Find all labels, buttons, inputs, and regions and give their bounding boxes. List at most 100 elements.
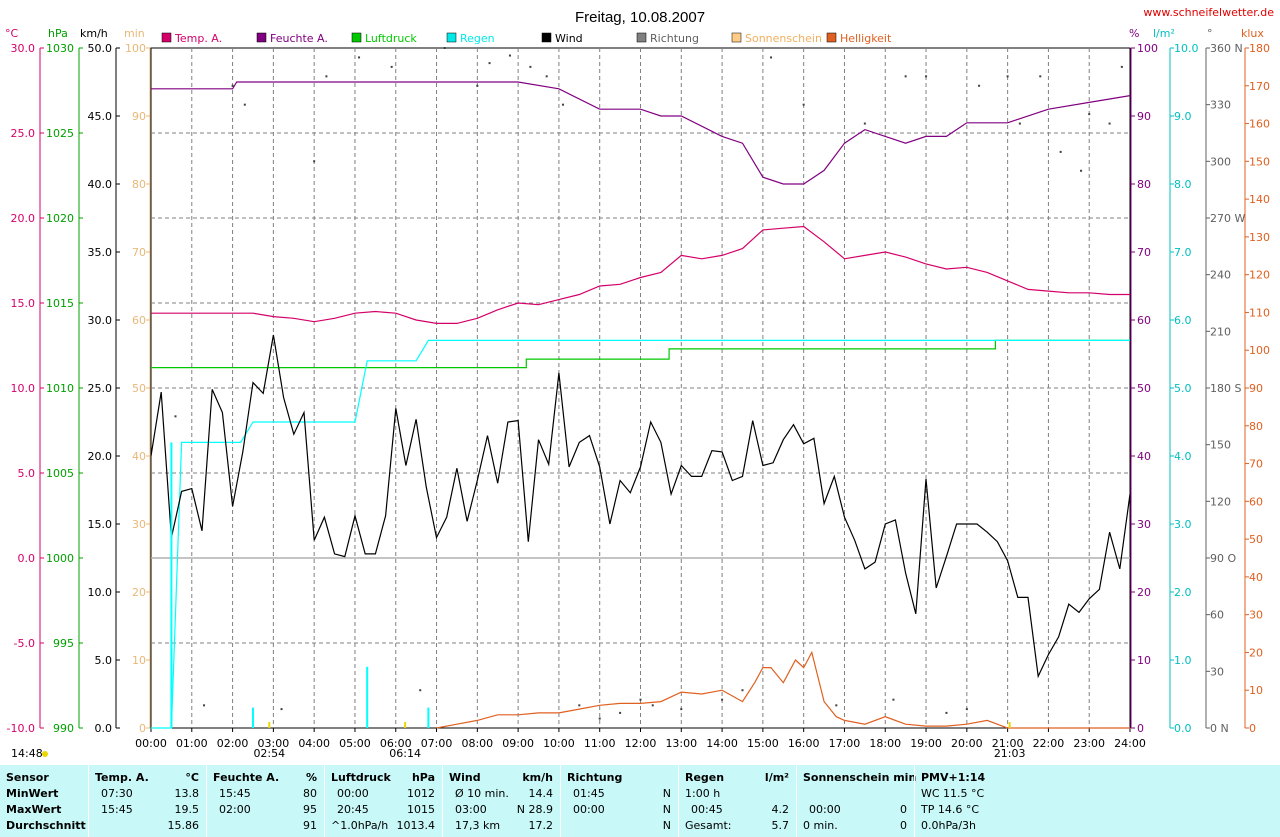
wind-axis-tick-label: 20.0 bbox=[88, 450, 113, 463]
stats-temp-max-time: 15:45 bbox=[101, 803, 133, 816]
direction-axis-tick-label: 0 N bbox=[1210, 722, 1229, 735]
humidity-axis-tick-label: 0 bbox=[1137, 722, 1144, 735]
pressure-axis-tick-label: 1020 bbox=[46, 212, 74, 225]
temp-axis-tick-label: 25.0 bbox=[11, 127, 36, 140]
direction-axis-tick-label: 150 bbox=[1210, 439, 1231, 452]
wind-axis-tick-label: 40.0 bbox=[88, 178, 113, 191]
stats-rain-max-time: 00:45 bbox=[691, 803, 723, 816]
humidity-axis-unit: % bbox=[1129, 27, 1139, 40]
stats-header-pressure: Luftdruck bbox=[331, 771, 391, 784]
brightness-axis-tick-label: 20 bbox=[1249, 646, 1263, 659]
stats-press-min: 1012 bbox=[407, 787, 435, 800]
temp-axis-tick-label: 10.0 bbox=[11, 382, 36, 395]
humidity-axis-tick-label: 80 bbox=[1137, 178, 1151, 191]
brightness-axis-tick-label: 0 bbox=[1249, 722, 1256, 735]
direction-point bbox=[443, 47, 446, 49]
brightness-axis-tick-label: 100 bbox=[1249, 344, 1270, 357]
direction-point bbox=[651, 704, 654, 707]
pressure-axis-tick-label: 1005 bbox=[46, 467, 74, 480]
brightness-axis-tick-label: 140 bbox=[1249, 193, 1270, 206]
pressure-axis-tick-label: 1015 bbox=[46, 297, 74, 310]
sunshine-axis-tick-label: 0 bbox=[139, 722, 146, 735]
time-tick-label: 11:00 bbox=[584, 737, 616, 750]
direction-point bbox=[978, 84, 981, 87]
direction-axis-unit: ° bbox=[1207, 27, 1213, 40]
time-tick-label: 24:00 bbox=[1114, 737, 1146, 750]
time-tick-label: 17:00 bbox=[829, 737, 861, 750]
legend-label: Sonnenschein bbox=[745, 32, 822, 45]
direction-point bbox=[1059, 150, 1062, 153]
time-tick-label: 23:00 bbox=[1073, 737, 1105, 750]
brightness-axis-tick-label: 110 bbox=[1249, 306, 1270, 319]
direction-axis-tick-label: 30 bbox=[1210, 665, 1224, 678]
direction-point bbox=[721, 698, 724, 701]
stats-header-temp: Temp. A. bbox=[95, 771, 149, 784]
direction-axis-tick-label: 90 O bbox=[1210, 552, 1236, 565]
stats-rain-max: 4.2 bbox=[771, 803, 790, 816]
rain-axis-tick-label: 0.0 bbox=[1174, 722, 1192, 735]
stats-unit-pressure: hPa bbox=[411, 771, 435, 784]
rain-axis-tick-label: 2.0 bbox=[1174, 586, 1192, 599]
temp-axis-tick-label: -5.0 bbox=[14, 637, 35, 650]
time-tick-label: 20:00 bbox=[951, 737, 983, 750]
stats-unit-rain: l/m² bbox=[764, 771, 789, 784]
rain-axis-tick-label: 8.0 bbox=[1174, 178, 1192, 191]
humidity-axis-tick-label: 90 bbox=[1137, 110, 1151, 123]
series-line-feuchte-a- bbox=[151, 81, 1131, 185]
temp-axis-tick-label: 5.0 bbox=[18, 467, 36, 480]
rain-axis-tick-label: 4.0 bbox=[1174, 450, 1192, 463]
stats-wind-max: N 28.9 bbox=[516, 803, 553, 816]
legend-label: Temp. A. bbox=[174, 32, 222, 45]
legend-swatch bbox=[446, 32, 457, 43]
time-tick-label: 04:00 bbox=[298, 737, 330, 750]
direction-point bbox=[1108, 122, 1111, 125]
stats-sun-total-label: 0 min. bbox=[803, 819, 838, 832]
temp-axis-tick-label: 20.0 bbox=[11, 212, 36, 225]
wind-axis-tick-label: 10.0 bbox=[88, 586, 113, 599]
direction-point bbox=[280, 708, 283, 711]
sunshine-axis-tick-label: 30 bbox=[132, 518, 146, 531]
weather-chart: Freitag, 10.08.2007 www.schneifelwetter.… bbox=[5, 6, 1274, 760]
time-tick-label: 18:00 bbox=[869, 737, 901, 750]
stats-rain-total-label: Gesamt: bbox=[685, 819, 732, 832]
brightness-axis-tick-label: 130 bbox=[1249, 231, 1270, 244]
brightness-axis-tick-label: 70 bbox=[1249, 458, 1263, 471]
direction-point bbox=[313, 160, 316, 163]
stats-temp-avg: 15.86 bbox=[167, 819, 200, 832]
direction-point bbox=[174, 415, 177, 418]
direction-point bbox=[945, 711, 948, 714]
time-tick-label: 22:00 bbox=[1033, 737, 1065, 750]
stats-unit-humidity: % bbox=[305, 771, 317, 784]
time-tick-label: 03:00 bbox=[258, 737, 290, 750]
stats-header-direction: Richtung bbox=[567, 771, 623, 784]
sunshine-axis-tick-label: 80 bbox=[132, 178, 146, 191]
brightness-axis-tick-label: 50 bbox=[1249, 533, 1263, 546]
sunshine-axis-tick-label: 70 bbox=[132, 246, 146, 259]
wind-axis-tick-label: 45.0 bbox=[88, 110, 113, 123]
rain-axis-unit: l/m² bbox=[1153, 27, 1175, 40]
time-tick-label: 00:00 bbox=[135, 737, 167, 750]
brightness-axis-tick-label: 90 bbox=[1249, 382, 1263, 395]
stats-header-wind: Wind bbox=[449, 771, 481, 784]
direction-axis-tick-label: 240 bbox=[1210, 269, 1231, 282]
stats-hum-max-time: 02:00 bbox=[219, 803, 251, 816]
legend-label: Wind bbox=[555, 32, 583, 45]
brightness-axis-tick-label: 180 bbox=[1249, 42, 1270, 55]
sunshine-axis-unit: min bbox=[124, 27, 145, 40]
stats-rain-hour-label: 1:00 h bbox=[685, 787, 721, 800]
wind-axis-tick-label: 5.0 bbox=[95, 654, 113, 667]
temp-axis-tick-label: 30.0 bbox=[11, 42, 36, 55]
sun-icon bbox=[42, 751, 48, 757]
chart-title: Freitag, 10.08.2007 bbox=[575, 9, 705, 26]
stats-sun-max: 0 bbox=[900, 803, 907, 816]
time-tick-label: 19:00 bbox=[910, 737, 942, 750]
wind-axis-unit: km/h bbox=[80, 27, 108, 40]
stats-press-trend: ^1.0hPa/h bbox=[331, 819, 389, 832]
direction-point bbox=[741, 689, 744, 692]
series-group bbox=[150, 47, 1131, 729]
direction-point bbox=[1120, 65, 1123, 68]
stats-dir-max: N bbox=[662, 803, 671, 816]
time-tick-label: 05:00 bbox=[339, 737, 371, 750]
direction-point bbox=[892, 698, 895, 701]
stats-wind-max-time: 03:00 bbox=[455, 803, 487, 816]
